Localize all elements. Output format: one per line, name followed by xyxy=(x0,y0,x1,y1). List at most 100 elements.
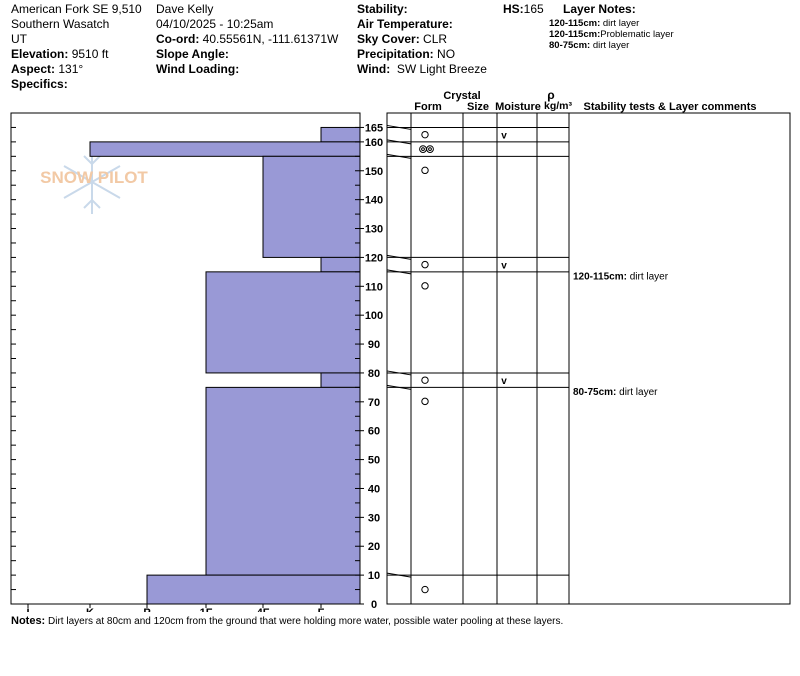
conditions-block: Stability: Air Temperature: Sky Cover: C… xyxy=(357,2,487,77)
layer-notes-list: 120-115cm: dirt layer 120-115cm:Problema… xyxy=(549,18,674,51)
layer-comment-text: dirt layer xyxy=(630,272,669,283)
moisture-value: v xyxy=(501,131,507,142)
coord-row: Co-ord: 40.55561N, -111.61371W xyxy=(156,32,338,47)
hardness-tick-label: 1F xyxy=(200,607,213,612)
notes-footer: Notes: Dirt layers at 80cm and 120cm fro… xyxy=(11,615,563,627)
hardness-tick-label: P xyxy=(143,607,150,612)
hardness-bar xyxy=(205,271,361,374)
coord-label: Co-ord: xyxy=(156,32,200,46)
layer-boundary-connector xyxy=(386,153,412,159)
precip-row: Precipitation: NO xyxy=(357,47,487,62)
rounds-grain-icon xyxy=(421,166,429,175)
elevation-value: 9510 ft xyxy=(71,47,109,61)
layer-notes-title: Layer Notes: xyxy=(563,2,636,17)
layer-notes-label: Layer Notes: xyxy=(563,2,636,16)
melt-forms-grain-icon xyxy=(426,145,434,154)
notes-label: Notes: xyxy=(11,615,46,627)
rounds-grain-icon xyxy=(421,397,429,406)
layer-boundary-connector xyxy=(386,124,412,130)
layer-comment-range: 120-115cm: xyxy=(573,272,630,283)
wind-label: Wind: xyxy=(357,62,391,76)
wind-value: SW Light Breeze xyxy=(396,62,487,76)
size-header: Size xyxy=(467,101,489,113)
height-tick-label: 140 xyxy=(365,195,383,207)
height-tick-label: 70 xyxy=(368,397,380,409)
layer-table-frame xyxy=(386,112,791,605)
height-tick-label: 0 xyxy=(371,599,377,611)
height-tick-label: 90 xyxy=(368,339,380,351)
wind-loading-row: Wind Loading: xyxy=(156,62,338,77)
elevation-label: Elevation: xyxy=(11,47,69,61)
snowflake-icon xyxy=(63,150,121,214)
height-tick-label: 60 xyxy=(368,426,380,438)
layer-boundary-connector xyxy=(386,254,412,260)
layer-boundary-connector xyxy=(386,370,412,376)
precip-label: Precipitation: xyxy=(357,47,434,61)
aspect-row: Aspect: 131° xyxy=(11,62,142,77)
layer-comment: 80-75cm: dirt layer xyxy=(573,387,658,398)
height-tick-label: 150 xyxy=(365,166,383,178)
snow-profile-chart: Crystal Form Size Moisture ρ kg/m³ Stabi… xyxy=(10,88,791,612)
crystal-header: Crystal xyxy=(443,90,480,102)
moisture-value: v xyxy=(501,376,507,387)
form-header: Form xyxy=(414,101,442,113)
mountain-range: Southern Wasatch xyxy=(11,17,110,31)
comments-header: Stability tests & Layer comments xyxy=(583,101,756,113)
hardness-bar xyxy=(320,256,361,273)
layer-boundary-connector xyxy=(386,139,412,145)
height-tick-label: 160 xyxy=(365,137,383,149)
moisture-value: v xyxy=(501,261,507,272)
aspect-label: Aspect: xyxy=(11,62,56,76)
sky-label: Sky Cover: xyxy=(357,32,420,46)
wind-row: Wind: SW Light Breeze xyxy=(357,62,487,77)
layer-boundary-connector xyxy=(386,384,412,390)
height-tick-label: 30 xyxy=(368,512,380,524)
layer-note: 120-115cm:Problematic layer xyxy=(549,29,674,40)
hardness-tick-label: F xyxy=(318,607,325,612)
hardness-bars xyxy=(89,126,361,605)
precip-value: NO xyxy=(437,47,456,61)
observation-datetime: 04/10/2025 - 10:25am xyxy=(156,17,274,31)
coord-value: 40.55561N, -111.61371W xyxy=(202,32,339,46)
layer-note: 120-115cm: dirt layer xyxy=(549,18,640,29)
hardness-tick-label: 4F xyxy=(257,607,270,612)
observer-name: Dave Kelly xyxy=(156,2,214,16)
rounds-grain-icon xyxy=(421,260,429,269)
aspect-value: 131° xyxy=(58,62,84,76)
layer-rows: v v v xyxy=(386,124,569,594)
specifics-row: Specifics: xyxy=(11,77,142,92)
watermark-text: SNOW PILOT xyxy=(40,168,148,187)
melt-forms-grain-icon xyxy=(421,147,425,152)
height-tick-label: 120 xyxy=(365,252,383,264)
elevation-row: Elevation: 9510 ft xyxy=(11,47,142,62)
height-tick-label: 80 xyxy=(368,368,380,380)
hardness-bar xyxy=(320,126,361,143)
hardness-tick-label: I xyxy=(26,607,29,612)
melt-forms-grain-icon xyxy=(419,145,427,154)
height-tick-label: 165 xyxy=(365,122,383,134)
layer-comment: 120-115cm: dirt layer xyxy=(573,272,669,283)
height-tick-label: 110 xyxy=(365,281,383,293)
hs-row: HS:165 xyxy=(503,2,544,17)
density-unit-header: kg/m³ xyxy=(544,100,573,112)
layer-note: 80-75cm: dirt layer xyxy=(549,40,630,51)
moisture-header: Moisture xyxy=(495,101,541,113)
hardness-bar xyxy=(205,386,361,576)
rounds-grain-icon xyxy=(421,585,429,594)
specifics-label: Specifics: xyxy=(11,77,68,91)
hardness-bar xyxy=(89,141,361,157)
height-tick-label: 50 xyxy=(368,455,380,467)
rounds-grain-icon xyxy=(421,376,429,384)
layer-comment-text: dirt layer xyxy=(619,387,658,398)
hardness-tick-label: K xyxy=(86,607,94,612)
melt-forms-grain-icon xyxy=(428,147,432,152)
stability-row: Stability: xyxy=(357,2,487,17)
location-name: American Fork SE 9,510 xyxy=(11,2,142,16)
height-tick-label: 130 xyxy=(365,224,383,236)
hs-label: HS: xyxy=(503,2,524,16)
height-axis: 0 10 20 30 40 50 60 70 80 90 100 110 120 130 140 150 160… xyxy=(11,122,383,611)
observer-block: Dave Kelly 04/10/2025 - 10:25am Co-ord: … xyxy=(156,2,338,77)
location-block: American Fork SE 9,510 Southern Wasatch … xyxy=(11,2,142,92)
rounds-grain-icon xyxy=(421,130,429,139)
height-tick-label: 10 xyxy=(368,570,380,582)
